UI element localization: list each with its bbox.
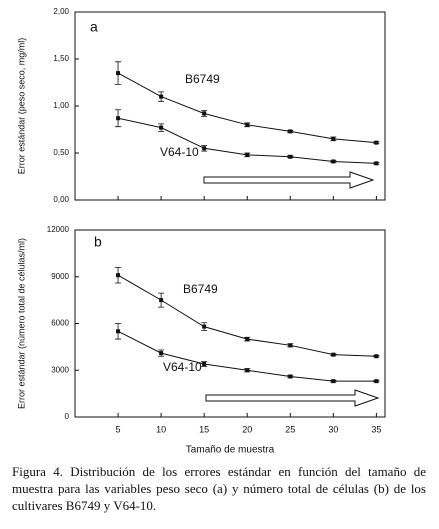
- y-tick-label: 0,00: [53, 195, 69, 204]
- data-point: [159, 298, 164, 303]
- y-tick-label: 12000: [47, 225, 70, 234]
- y-tick-label: 1,00: [53, 101, 69, 110]
- series-line: [117, 274, 377, 357]
- y-tick-label: 0,50: [53, 148, 69, 157]
- x-axis-label: Tamaño de muestra: [186, 445, 275, 456]
- series-label: V64-10: [163, 360, 202, 374]
- x-tick-label: 35: [371, 424, 381, 434]
- figure: 0,00 0,50 1,00 1,50 2,00 Error estándar (peso…: [16, 7, 386, 456]
- data-point: [288, 374, 293, 379]
- y-tick-label: 1,50: [53, 54, 69, 63]
- data-point: [288, 343, 293, 348]
- y-tick-label: 2,00: [53, 7, 69, 16]
- x-tick-label: 30: [328, 424, 338, 434]
- data-point: [331, 379, 336, 384]
- data-point: [245, 122, 250, 127]
- data-point: [288, 129, 293, 134]
- data-point: [245, 152, 250, 157]
- data-point: [116, 71, 121, 76]
- data-point: [159, 125, 164, 130]
- data-point: [159, 94, 164, 99]
- data-point: [202, 111, 207, 116]
- x-tick-label: 10: [156, 424, 166, 434]
- series-label: B6749: [183, 282, 218, 296]
- data-point: [116, 273, 121, 278]
- series-label: V64-10: [160, 145, 199, 159]
- panel-label: b: [94, 234, 102, 250]
- data-point: [116, 329, 121, 334]
- data-point: [331, 136, 336, 141]
- data-point: [374, 140, 379, 145]
- panel-label: a: [90, 19, 98, 35]
- series-label: B6749: [185, 72, 220, 86]
- x-tick-label: 20: [242, 424, 252, 434]
- data-point: [202, 146, 207, 151]
- data-point: [159, 351, 164, 356]
- data-point: [331, 159, 336, 164]
- plot-frame: [74, 11, 386, 201]
- data-point: [331, 352, 336, 357]
- arrow: [203, 171, 380, 407]
- data-point: [245, 368, 250, 373]
- data-point: [374, 354, 379, 359]
- y-tick-label: 9000: [51, 272, 69, 281]
- data-point: [245, 337, 250, 342]
- data-point: [202, 324, 207, 329]
- series-line: [117, 72, 377, 144]
- x-tick-label: 25: [285, 424, 295, 434]
- y-axis-label: Error estándar (número total de células/…: [16, 238, 26, 409]
- y-tick-label: 6000: [51, 319, 69, 328]
- x-tick-label: 15: [199, 424, 209, 434]
- plot-frame: [74, 229, 386, 418]
- caption: Figura 4. Distribución de los errores es…: [12, 464, 426, 513]
- data-point: [202, 362, 207, 367]
- y-tick-label: 3000: [51, 365, 69, 374]
- data-point: [374, 379, 379, 384]
- data-point: [288, 154, 293, 159]
- y-tick-label: 0: [65, 412, 70, 421]
- data-point: [116, 116, 121, 121]
- x-tick-label: 5: [116, 424, 121, 434]
- y-axis-label: Error estándar (peso seco, mg/ml): [16, 38, 26, 175]
- data-point: [374, 161, 379, 166]
